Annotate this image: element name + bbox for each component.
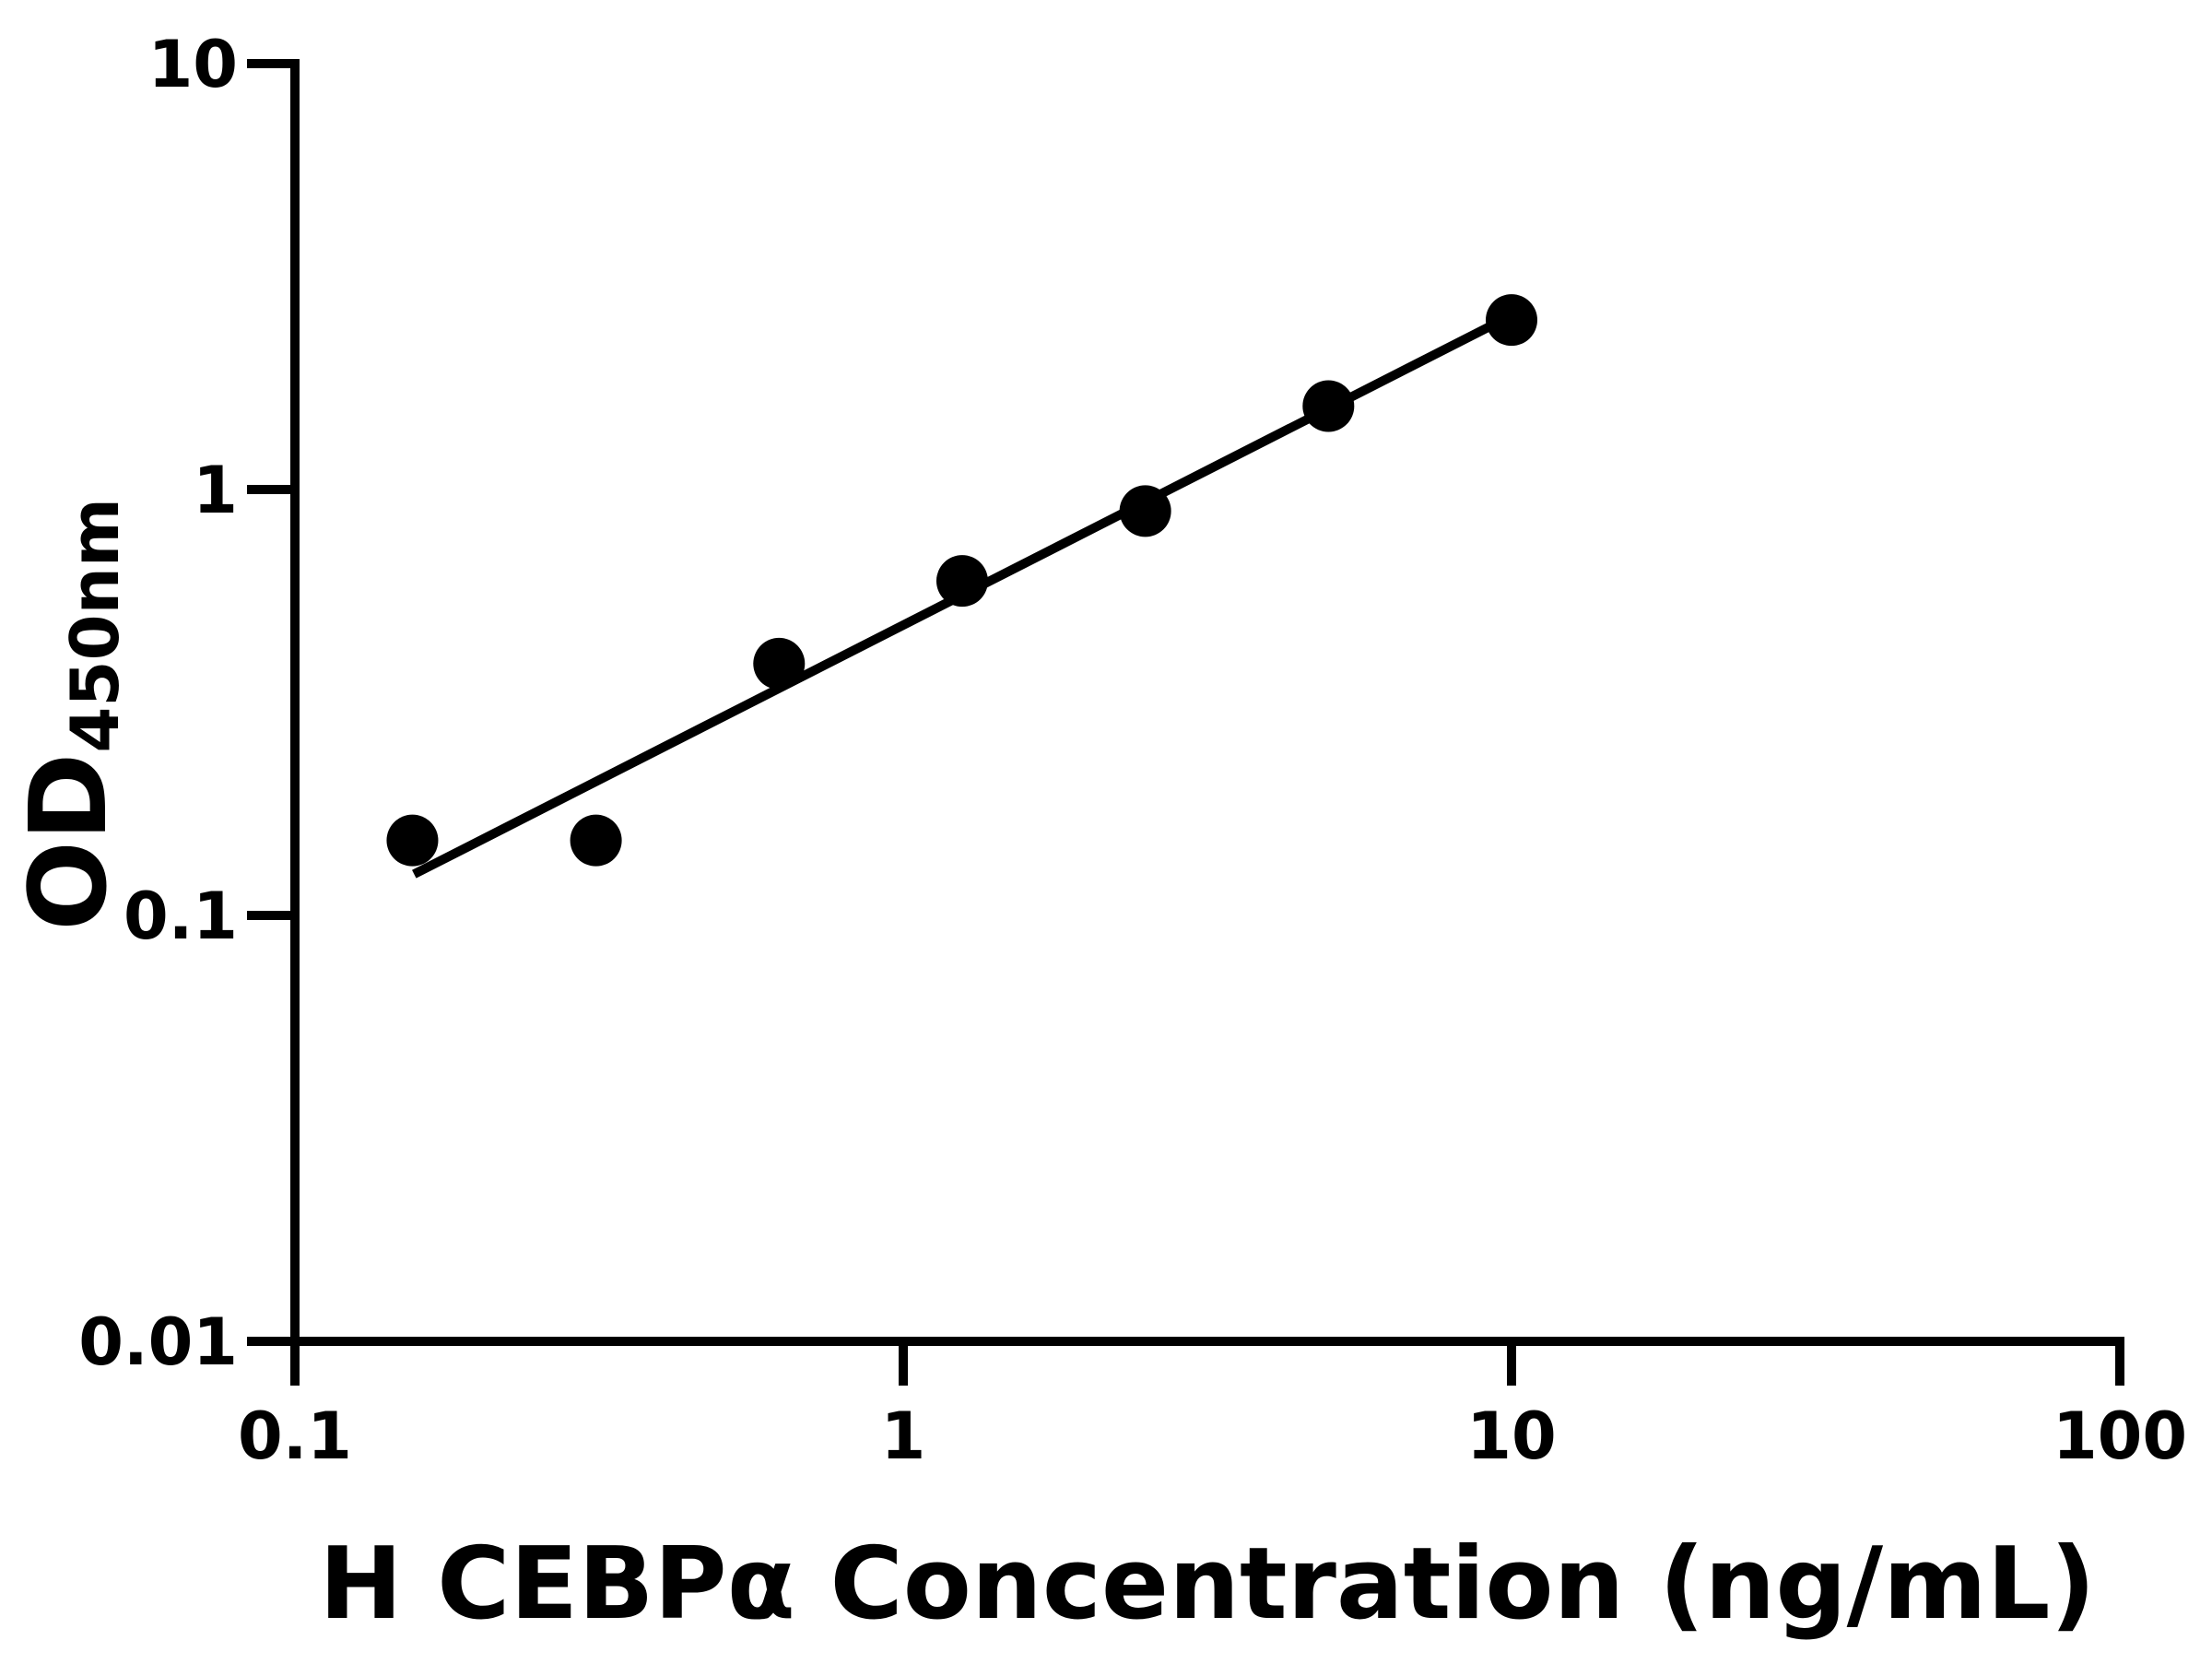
x-axis-tick-label: 0.1 [238, 1398, 352, 1474]
data-point [1486, 294, 1537, 347]
y-axis-title-subscript: 450nm [56, 498, 134, 753]
x-axis-ticks: 0.1 1 10 100 [238, 1341, 2187, 1474]
x-axis-tick-label: 10 [1466, 1398, 1556, 1474]
y-axis-tick-label: 0.1 [124, 879, 238, 954]
y-axis-title: OD450nm [7, 498, 134, 931]
data-point [386, 814, 439, 867]
axes [290, 59, 2124, 1346]
y-axis-ticks: 0.01 0.1 1 10 [78, 27, 291, 1380]
x-axis-title: H CEBPα Concentration (ng/mL) [319, 1527, 2096, 1642]
data-point [1302, 380, 1355, 432]
y-axis-title-base: OD [7, 753, 131, 931]
data-point [935, 555, 988, 608]
data-point [570, 814, 622, 867]
data-point [753, 637, 806, 690]
y-axis-tick-label: 0.01 [78, 1304, 238, 1380]
x-axis-tick-label: 100 [2053, 1398, 2187, 1474]
y-axis-tick-label: 1 [193, 453, 238, 528]
data-points-group [386, 294, 1537, 867]
x-axis-tick-label: 1 [881, 1398, 926, 1474]
data-point [1119, 485, 1171, 537]
y-axis-tick-label: 10 [148, 27, 238, 102]
